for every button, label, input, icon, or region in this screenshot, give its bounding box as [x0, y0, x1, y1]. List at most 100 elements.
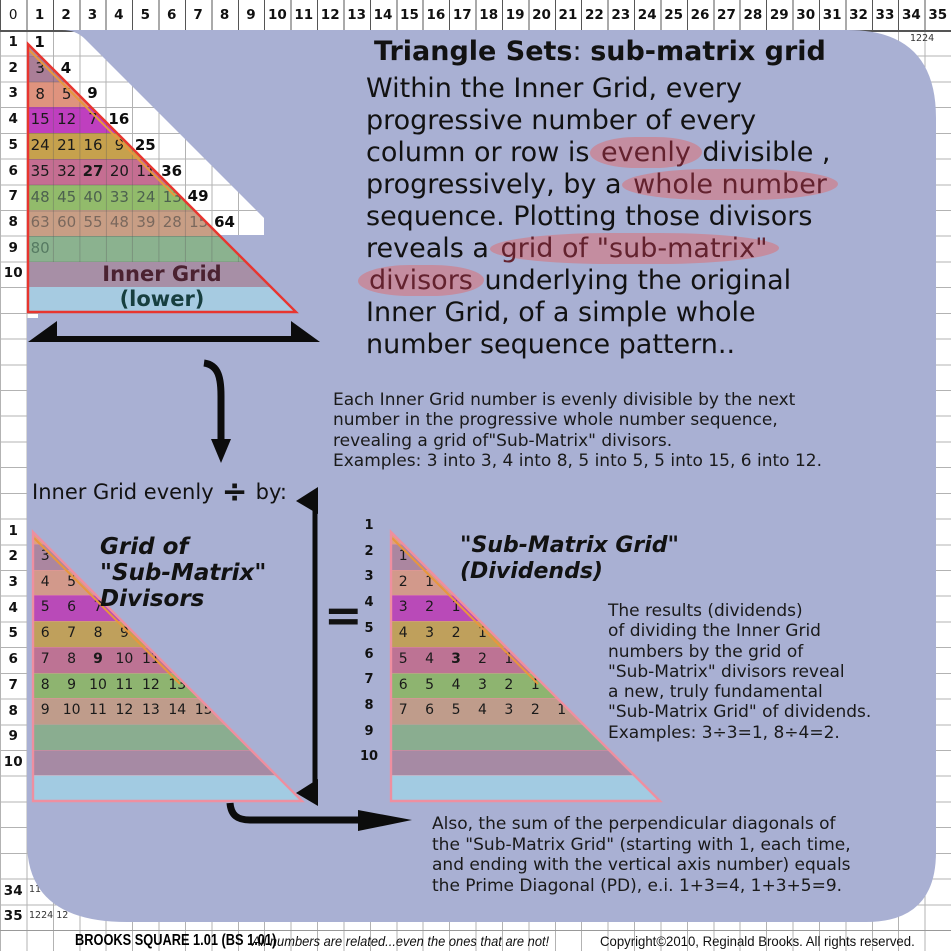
paragraph-text: Within the Inner Grid, every — [366, 73, 742, 104]
col-header-15: 15 — [400, 7, 419, 23]
explanation-line: Examples: 3 into 3, 4 into 8, 5 into 5, … — [333, 450, 823, 471]
col-header-4: 4 — [114, 7, 124, 23]
note-line: the "Sub-Matrix Grid" (starting with 1, … — [432, 834, 851, 855]
paragraph-line: column or row is evenly divisible , — [366, 137, 951, 169]
divisibility-explanation: Each Inner Grid number is evenly divisib… — [333, 390, 822, 471]
col-header-11: 11 — [294, 7, 314, 23]
explanation-line: "Sub-Matrix" divisors reveal — [608, 661, 845, 682]
paragraph-line: sequence. Plotting those divisors — [366, 201, 951, 233]
col-header-30: 30 — [796, 7, 816, 23]
row-header-26: 7 — [8, 676, 18, 693]
paragraph-line: progressive number of every — [366, 105, 951, 137]
inner-grid-label: Inner Grid — [102, 262, 222, 286]
col-header-19: 19 — [505, 7, 525, 23]
row-header-29: 10 — [3, 753, 23, 770]
col-header-32: 32 — [849, 7, 868, 23]
row-header-28: 9 — [8, 728, 18, 745]
note-line: and ending with the vertical axis number… — [432, 855, 851, 876]
col-header-35: 35 — [928, 7, 948, 23]
paragraph-text: progressively, by a — [366, 169, 631, 200]
explanation-line: revealing a grid of"Sub-Matrix" divisors… — [333, 430, 673, 451]
col-header-13: 13 — [347, 7, 366, 23]
explanation-line: numbers by the grid of — [608, 641, 804, 662]
axis-label-4: 4 — [364, 595, 374, 611]
main-paragraph: Within the Inner Grid, every progressive … — [358, 73, 951, 361]
explanation-line: Examples: 3÷3=1, 8÷4=2. — [608, 722, 840, 743]
paragraph-line: Inner Grid, of a simple whole — [366, 297, 951, 329]
explanation-line: The results (dividends) — [608, 601, 803, 621]
paragraph-text: underlying the original — [475, 265, 792, 296]
col-header-21: 21 — [558, 7, 578, 23]
row-header-35: 35 — [3, 908, 23, 925]
footer-copyright: Copyright©2010, Reginald Brooks. All rig… — [600, 933, 915, 949]
row-header-7: 7 — [8, 188, 18, 205]
col-header-23: 23 — [611, 7, 631, 23]
paragraph-text: sequence. Plotting those divisors — [366, 201, 813, 232]
axis-label-3: 3 — [364, 569, 374, 585]
dividends-explanation: The results (dividends) of dividing the I… — [608, 601, 871, 743]
col-header-31: 31 — [822, 7, 842, 23]
col-header-24: 24 — [637, 7, 657, 23]
col-header-33: 33 — [875, 7, 895, 23]
axis-label-10: 10 — [360, 749, 379, 765]
col-header-14: 14 — [373, 7, 393, 23]
divisors-title-line1: Grid of — [100, 534, 189, 560]
title-separator: : — [572, 36, 591, 67]
axis-label-6: 6 — [364, 646, 374, 662]
row-header-24: 5 — [8, 625, 18, 642]
col-header-1: 1 — [34, 7, 45, 23]
row-header-23: 4 — [8, 599, 18, 616]
col-header-25: 25 — [664, 7, 684, 23]
paragraph-line: Within the Inner Grid, every — [366, 73, 951, 105]
col-header-28: 28 — [743, 7, 763, 23]
row-header-9: 9 — [8, 239, 18, 256]
footer-brand: BROOKS SQUARE 1.01 (BS 1.01) — [75, 932, 277, 949]
divide-label-pre: Inner Grid evenly — [32, 480, 214, 504]
col-header-0: 0 — [8, 7, 18, 23]
page-title: Triangle Sets: sub-matrix grid — [374, 36, 826, 67]
paragraph-text: reveals a — [366, 233, 498, 264]
col-header-27: 27 — [717, 7, 736, 23]
paragraph-line: reveals a grid of "sub-matrix" — [366, 233, 951, 265]
axis-label-7: 7 — [364, 672, 374, 688]
axis-label-9: 9 — [364, 723, 374, 739]
divisors-triangle-title: Grid of "Sub-Matrix" Divisors — [100, 534, 266, 612]
divisors-title-line2: "Sub-Matrix" — [100, 560, 267, 586]
paragraph-text: number sequence pattern.. — [366, 329, 736, 360]
row-header-4: 4 — [8, 111, 18, 128]
highlighted-phrase: evenly — [590, 137, 702, 168]
col-header-2: 2 — [61, 7, 71, 23]
divisors-title-line3: Divisors — [100, 586, 205, 612]
grid-cell-value: 1224 12 — [29, 910, 69, 921]
paragraph-line: number sequence pattern.. — [366, 329, 951, 361]
col-header-29: 29 — [769, 7, 789, 23]
col-header-26: 26 — [690, 7, 710, 23]
col-header-8: 8 — [219, 7, 230, 23]
col-header-18: 18 — [479, 7, 499, 23]
col-header-10: 10 — [267, 7, 287, 23]
paragraph-text: Inner Grid, of a simple whole — [366, 297, 756, 328]
dividends-title-line2: (Dividends) — [460, 559, 603, 584]
explanation-line: number in the progressive whole number s… — [333, 410, 778, 431]
row-header-20: 1 — [8, 522, 18, 539]
col-header-17: 17 — [452, 7, 472, 23]
row-header-3: 3 — [8, 85, 18, 102]
axis-label-5: 5 — [364, 620, 374, 636]
axis-label-8: 8 — [364, 697, 374, 713]
paragraph-text: divisible , — [693, 137, 831, 168]
paragraph-line: divisors underlying the original — [358, 265, 951, 297]
row-header-21: 2 — [8, 548, 18, 565]
row-header-27: 8 — [8, 702, 18, 719]
explanation-line: Each Inner Grid number is evenly divisib… — [333, 390, 796, 410]
paragraph-text: column or row is — [366, 137, 599, 168]
explanation-line: of dividing the Inner Grid — [608, 621, 821, 642]
highlighted-phrase: grid of "sub-matrix" — [489, 233, 779, 264]
row-header-10: 10 — [3, 265, 23, 282]
col-header-12: 12 — [320, 7, 340, 23]
title-part1: Triangle Sets — [374, 36, 573, 67]
row-header-22: 3 — [8, 573, 18, 590]
column-header-row: 0 1 2 3 4 5 6 7 8 9 10 11 12 13 14 15 16 17 18 19 20 21 22 23 24… — [0, 0, 951, 32]
highlighted-phrase: divisors — [358, 265, 484, 296]
col-header-16: 16 — [426, 7, 446, 23]
